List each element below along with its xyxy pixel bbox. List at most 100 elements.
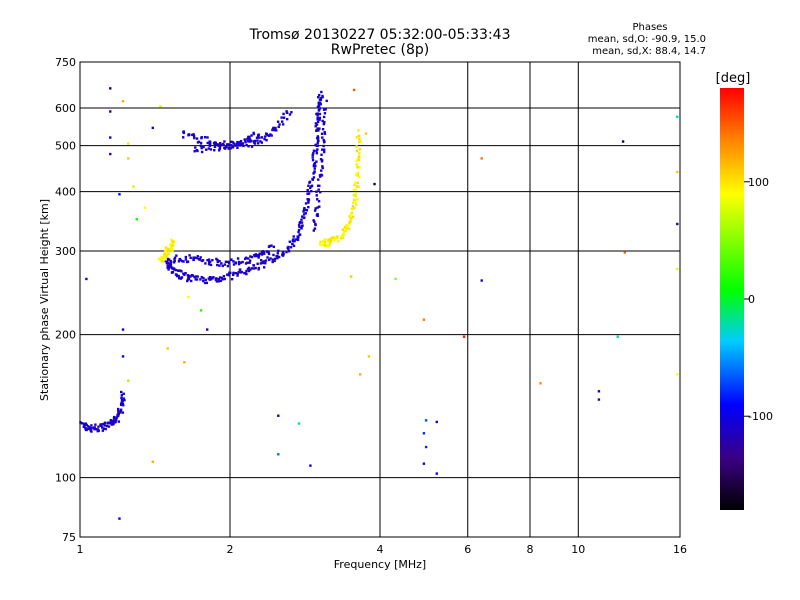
data-point <box>316 148 319 151</box>
data-point <box>306 188 309 192</box>
data-point <box>182 130 185 133</box>
data-point <box>114 420 117 424</box>
data-point <box>220 276 224 280</box>
data-point <box>244 256 248 259</box>
data-point <box>246 257 250 260</box>
data-point <box>89 428 92 431</box>
data-point <box>236 144 239 147</box>
data-point <box>122 397 126 400</box>
data-point <box>327 244 331 247</box>
y-axis-ticks: 75 100 200 300 400 500 600 750 <box>55 56 76 544</box>
data-point <box>169 262 172 266</box>
data-point <box>246 139 250 143</box>
data-point <box>132 185 135 188</box>
data-point <box>351 204 355 208</box>
data-point <box>311 158 315 162</box>
data-point <box>110 423 114 426</box>
data-point <box>422 462 426 465</box>
data-point <box>209 148 213 151</box>
data-point <box>222 143 225 147</box>
data-point <box>224 260 228 264</box>
data-point <box>322 115 326 119</box>
data-point <box>313 220 316 223</box>
data-point <box>314 125 317 128</box>
data-point <box>164 259 167 263</box>
x-axis-label: Frequency [MHz] <box>334 558 426 571</box>
data-point <box>170 271 174 274</box>
data-point <box>312 164 316 168</box>
data-point <box>324 238 327 242</box>
data-point <box>356 171 360 175</box>
data-point <box>285 110 288 113</box>
data-point <box>324 108 327 111</box>
data-point <box>192 256 195 259</box>
data-point <box>89 429 93 432</box>
data-point <box>336 236 339 239</box>
data-point <box>291 242 294 246</box>
data-point <box>312 176 316 179</box>
data-point <box>350 207 354 211</box>
data-point <box>272 126 275 130</box>
data-point <box>271 258 275 261</box>
data-point <box>85 277 88 281</box>
data-point <box>225 145 228 148</box>
data-point <box>345 227 349 230</box>
data-point <box>80 422 84 425</box>
x-tick-label: 6 <box>464 543 471 556</box>
x-tick-label: 2 <box>227 543 234 556</box>
data-point <box>118 517 121 520</box>
data-point <box>248 135 251 139</box>
data-point <box>323 107 326 111</box>
data-point <box>357 152 361 155</box>
data-point <box>357 158 361 162</box>
data-point <box>194 275 198 278</box>
data-point <box>207 258 211 261</box>
data-point <box>188 133 191 137</box>
data-point <box>351 207 355 210</box>
data-point <box>280 116 283 119</box>
data-point <box>312 219 315 222</box>
data-point <box>217 143 221 147</box>
data-point <box>244 262 248 265</box>
data-point <box>316 120 320 124</box>
data-point <box>246 267 250 271</box>
data-point <box>318 175 322 178</box>
data-point <box>273 259 276 263</box>
data-point <box>250 267 254 270</box>
data-point <box>236 146 239 149</box>
data-point <box>272 128 275 131</box>
data-point <box>209 276 212 279</box>
data-point <box>250 134 253 137</box>
data-point <box>241 142 245 145</box>
y-tick-label: 600 <box>55 102 76 115</box>
data-point <box>356 174 360 177</box>
data-point <box>322 138 325 142</box>
data-point <box>216 143 219 146</box>
data-point <box>227 143 231 146</box>
data-point <box>261 260 264 263</box>
data-point <box>322 243 325 246</box>
data-point <box>260 136 264 139</box>
data-point <box>167 264 171 267</box>
data-point <box>206 259 209 262</box>
data-point <box>310 189 313 193</box>
data-point <box>195 278 199 281</box>
data-point <box>676 222 679 226</box>
data-point <box>322 144 325 148</box>
stats-line-o: mean, sd,O: -90.9, 15.0 <box>587 34 706 45</box>
data-point <box>266 134 269 137</box>
data-point <box>121 402 125 406</box>
data-point <box>236 274 239 277</box>
data-point <box>194 278 197 281</box>
data-point <box>247 269 251 273</box>
data-point <box>315 151 319 155</box>
data-point <box>307 192 311 195</box>
x-tick-label: 1 <box>77 543 84 556</box>
data-point <box>186 279 189 283</box>
data-point <box>109 136 112 139</box>
data-point <box>218 259 221 263</box>
data-point <box>329 239 333 243</box>
data-point <box>277 125 280 129</box>
data-point <box>311 153 314 157</box>
data-point <box>177 260 181 263</box>
